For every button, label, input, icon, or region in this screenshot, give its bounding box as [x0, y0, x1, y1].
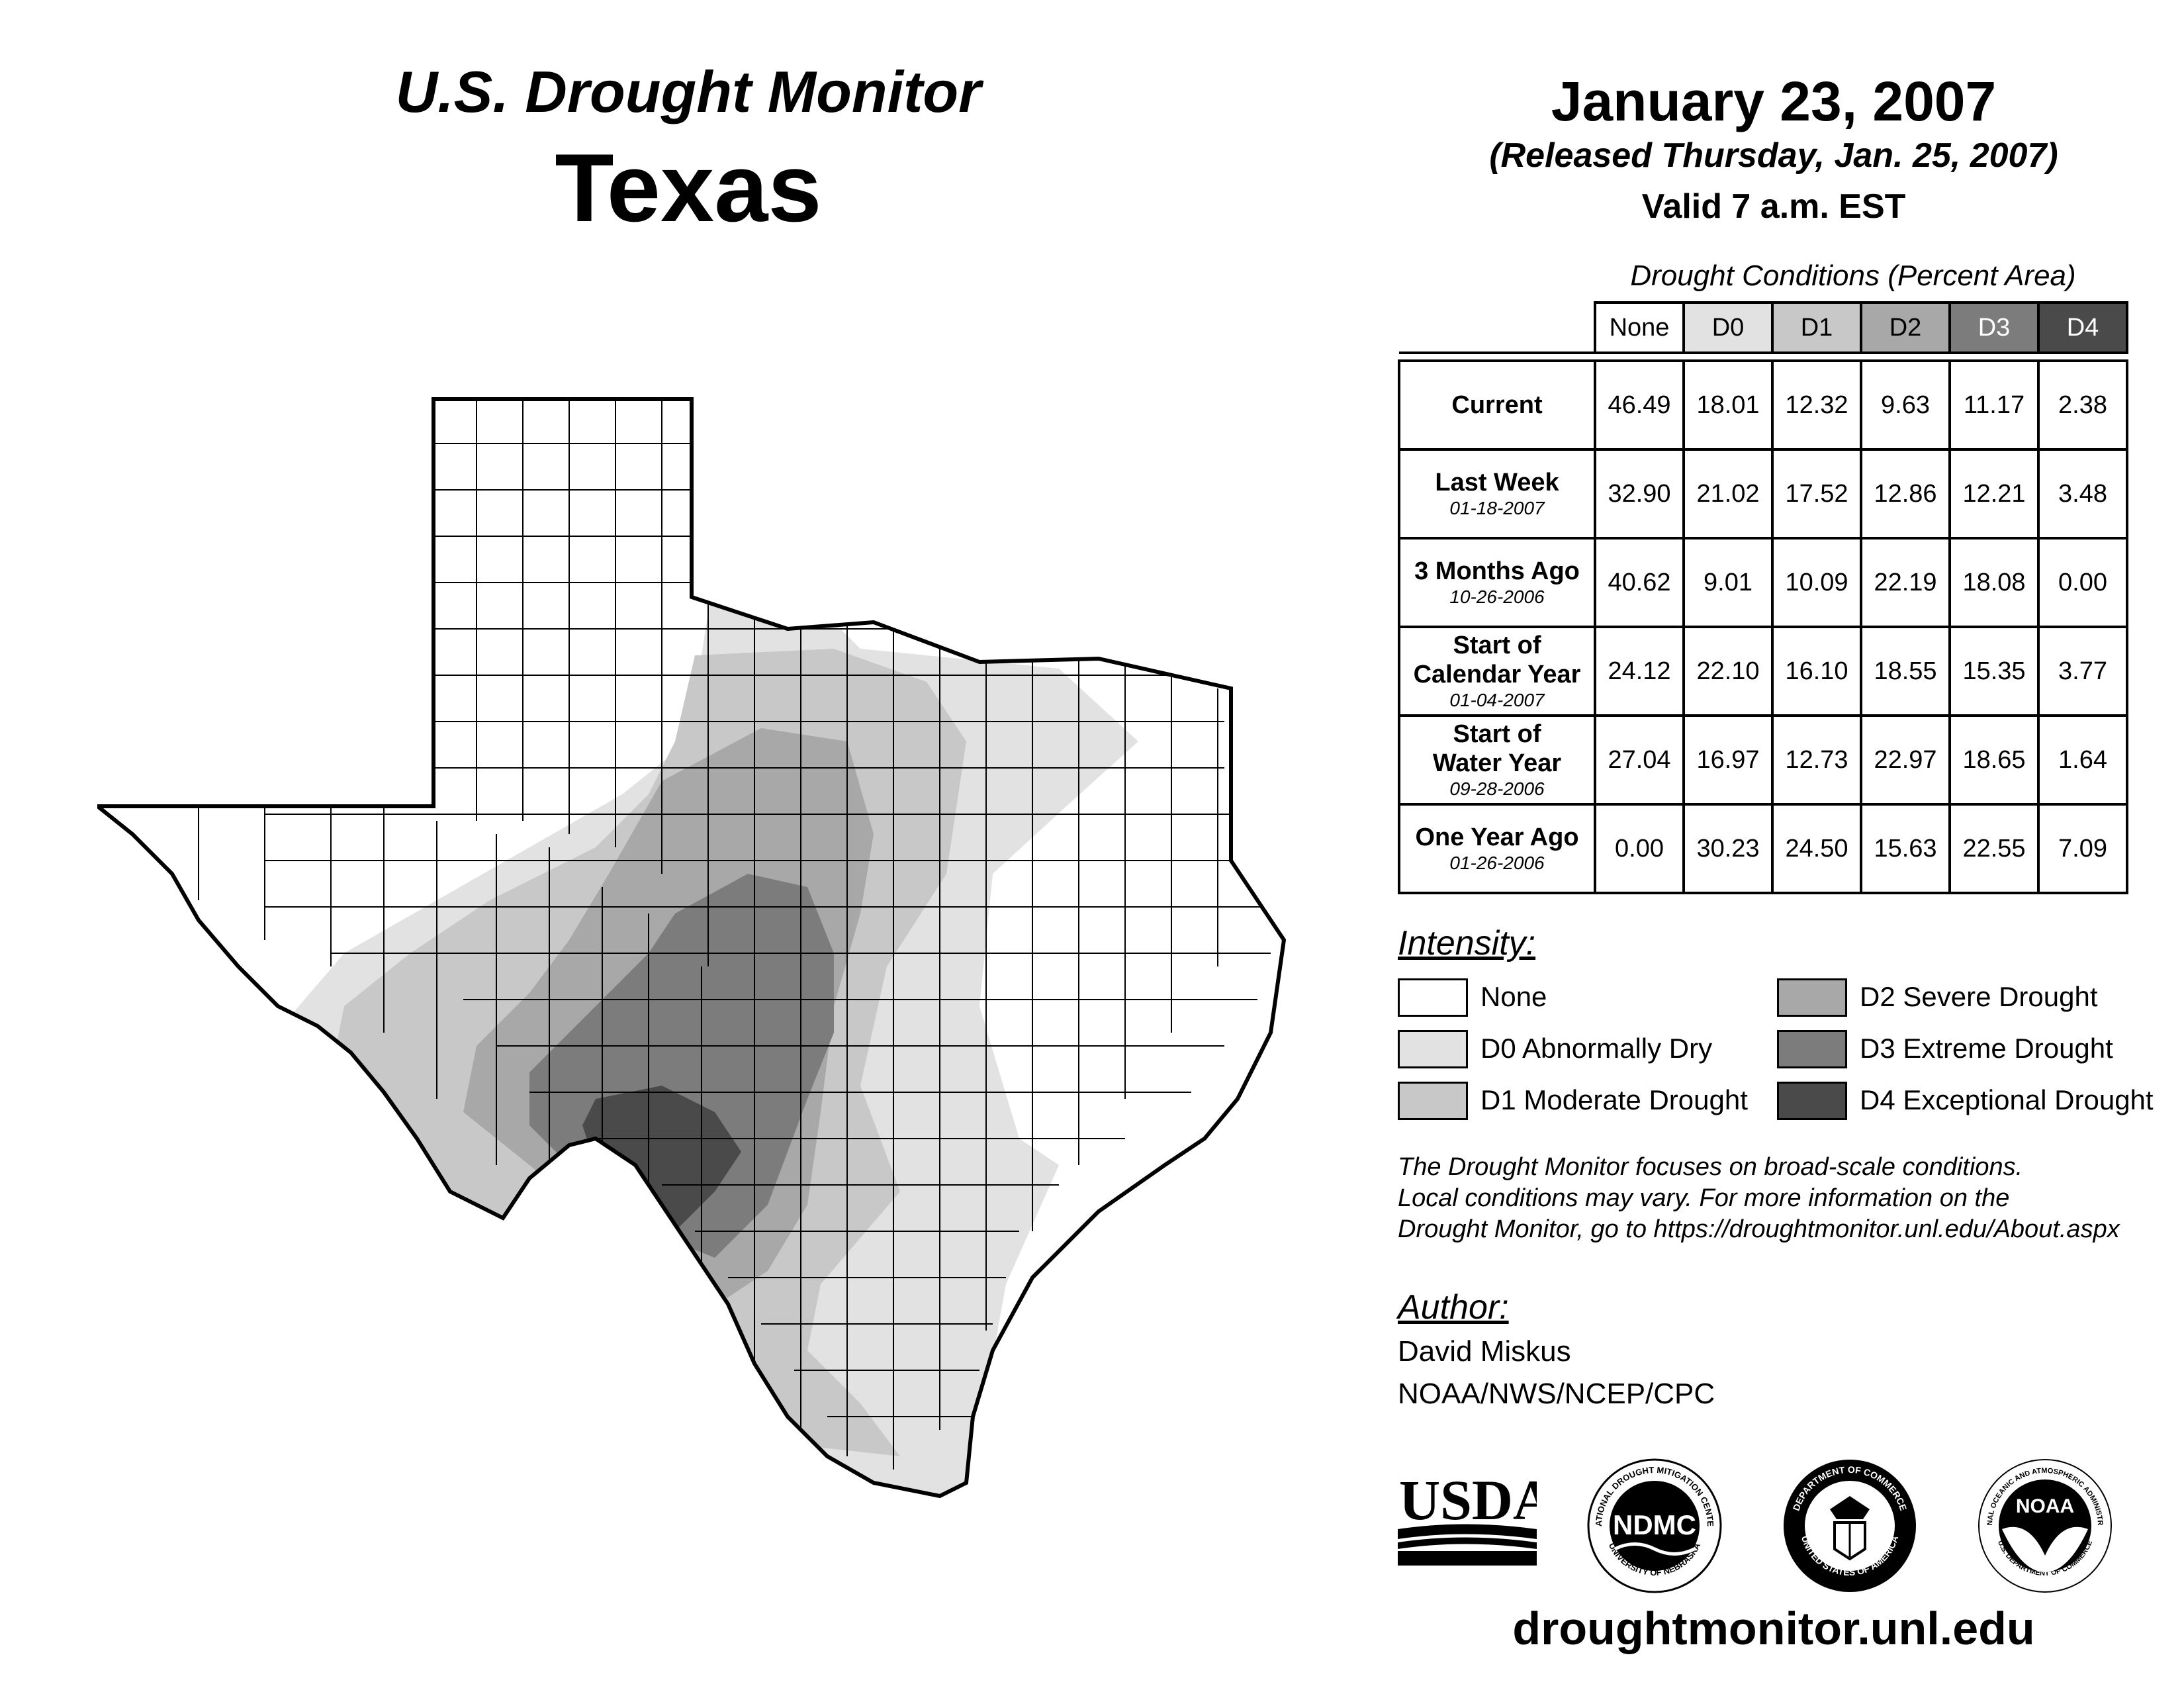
cell-d1: 24.50 — [1771, 803, 1862, 894]
cell-d0: 30.23 — [1682, 803, 1774, 894]
noaa-logo: NATIONAL OCEANIC AND ATMOSPHERIC ADMINIS… — [1976, 1456, 2112, 1593]
col-header-none: None — [1594, 301, 1685, 354]
map-title: U.S. Drought Monitor — [395, 59, 981, 124]
legend-label: D1 Moderate Drought — [1480, 1084, 1748, 1115]
legend-label: D3 Extreme Drought — [1860, 1033, 2113, 1064]
legend-swatch — [1777, 978, 1847, 1017]
cell-d2: 15.63 — [1860, 803, 1951, 894]
table-caption: Drought Conditions (Percent Area) — [1630, 259, 2076, 292]
cell-d1: 12.32 — [1771, 359, 1862, 451]
table-row-last-week: Last Week 01-18-2007 32.90 21.02 17.52 12… — [1398, 448, 2128, 539]
cell-none: 40.62 — [1594, 537, 1685, 628]
cell-none: 24.12 — [1594, 626, 1685, 717]
cell-d2: 22.97 — [1860, 714, 1951, 806]
author-org: NOAA/NWS/NCEP/CPC — [1398, 1378, 1715, 1410]
cell-d0: 16.97 — [1682, 714, 1774, 806]
legend-swatch — [1777, 1030, 1847, 1068]
col-header-d3: D3 — [1948, 301, 2040, 354]
legend-label: None — [1480, 981, 1547, 1012]
legend-swatch — [1398, 978, 1468, 1017]
row-label: Current — [1398, 359, 1596, 451]
usda-logo: USDA — [1398, 1468, 1537, 1566]
state-name: Texas — [555, 134, 822, 242]
ndmc-logo: NATIONAL DROUGHT MITIGATION CENTER UNIVE… — [1585, 1456, 1722, 1593]
col-header-d1: D1 — [1771, 301, 1862, 354]
cell-d4: 1.64 — [2037, 714, 2128, 806]
legend-swatch — [1398, 1030, 1468, 1068]
cell-d3: 12.21 — [1948, 448, 2040, 539]
cell-d0: 22.10 — [1682, 626, 1774, 717]
cell-d2: 12.86 — [1860, 448, 1951, 539]
legend-title: Intensity: — [1398, 924, 1536, 962]
cell-d4: 7.09 — [2037, 803, 2128, 894]
svg-text:NOAA: NOAA — [2016, 1495, 2074, 1517]
row-label: Last Week 01-18-2007 — [1398, 448, 1596, 539]
row-label: One Year Ago 01-26-2006 — [1398, 803, 1596, 894]
cell-d2: 22.19 — [1860, 537, 1951, 628]
author-info: David Miskus NOAA/NWS/NCEP/CPC — [1398, 1331, 1715, 1415]
cell-d3: 11.17 — [1948, 359, 2040, 451]
legend-swatch — [1777, 1082, 1847, 1120]
cell-d4: 0.00 — [2037, 537, 2128, 628]
texas-outline — [97, 397, 1287, 1499]
valid-time: Valid 7 a.m. EST — [1641, 187, 1906, 226]
cell-d1: 17.52 — [1771, 448, 1862, 539]
cell-d1: 16.10 — [1771, 626, 1862, 717]
table-row-current: Current 46.49 18.01 12.32 9.63 11.17 2.3… — [1398, 359, 2128, 451]
county-boundaries — [198, 399, 1271, 1470]
cell-d4: 2.38 — [2037, 359, 2128, 451]
texas-drought-map — [97, 397, 1287, 1499]
svg-text:USDA: USDA — [1399, 1468, 1537, 1532]
footer-url[interactable]: droughtmonitor.unl.edu — [1512, 1603, 2035, 1654]
row-label: Start of Water Year 09-28-2006 — [1398, 714, 1596, 806]
cell-none: 0.00 — [1594, 803, 1685, 894]
cell-d0: 18.01 — [1682, 359, 1774, 451]
valid-date: January 23, 2007 — [1551, 70, 1997, 132]
header-blank-cell — [1399, 303, 1596, 354]
legend-label: D0 Abnormally Dry — [1480, 1033, 1713, 1064]
cell-none: 27.04 — [1594, 714, 1685, 806]
svg-text:NDMC: NDMC — [1613, 1509, 1696, 1540]
cell-d3: 18.08 — [1948, 537, 2040, 628]
author-heading: Author: — [1398, 1288, 1509, 1327]
row-label: Start of Calendar Year 01-04-2007 — [1398, 626, 1596, 717]
disclaimer-note: The Drought Monitor focuses on broad-sca… — [1398, 1153, 2120, 1243]
col-header-d2: D2 — [1860, 301, 1951, 354]
cell-d3: 18.65 — [1948, 714, 2040, 806]
cell-none: 32.90 — [1594, 448, 1685, 539]
cell-d4: 3.77 — [2037, 626, 2128, 717]
table-row-start-calendar-year: Start of Calendar Year 01-04-2007 24.12 22… — [1398, 626, 2128, 717]
legend-label: D2 Severe Drought — [1860, 981, 2098, 1012]
cell-d1: 10.09 — [1771, 537, 1862, 628]
author-name: David Miskus — [1398, 1335, 1571, 1368]
legend-swatch — [1398, 1082, 1468, 1120]
table-row-one-year-ago: One Year Ago 01-26-2006 0.00 30.23 24.50 … — [1398, 803, 2128, 894]
cell-d0: 9.01 — [1682, 537, 1774, 628]
cell-d3: 22.55 — [1948, 803, 2040, 894]
cell-d0: 21.02 — [1682, 448, 1774, 539]
legend-label: D4 Exceptional Drought — [1860, 1084, 2154, 1115]
col-header-d0: D0 — [1682, 301, 1774, 354]
drought-conditions-table: None D0 D1 D2 D3 D4 Current 46.49 18.01 … — [1398, 301, 2128, 894]
release-date: (Released Thursday, Jan. 25, 2007) — [1489, 136, 2058, 175]
table-row-3-months-ago: 3 Months Ago 10-26-2006 40.62 9.01 10.09 … — [1398, 537, 2128, 628]
table-spacer — [1399, 352, 2127, 362]
col-header-d4: D4 — [2037, 301, 2128, 354]
cell-d3: 15.35 — [1948, 626, 2040, 717]
row-label: 3 Months Ago 10-26-2006 — [1398, 537, 1596, 628]
cell-d2: 18.55 — [1860, 626, 1951, 717]
cell-d1: 12.73 — [1771, 714, 1862, 806]
cell-d2: 9.63 — [1860, 359, 1951, 451]
cell-none: 46.49 — [1594, 359, 1685, 451]
cell-d4: 3.48 — [2037, 448, 2128, 539]
table-header-row: None D0 D1 D2 D3 D4 — [1399, 301, 2128, 354]
doc-seal-logo: DEPARTMENT OF COMMERCE UNITED STATES OF … — [1784, 1460, 1916, 1592]
table-row-start-water-year: Start of Water Year 09-28-2006 27.04 16.97… — [1398, 714, 2128, 806]
